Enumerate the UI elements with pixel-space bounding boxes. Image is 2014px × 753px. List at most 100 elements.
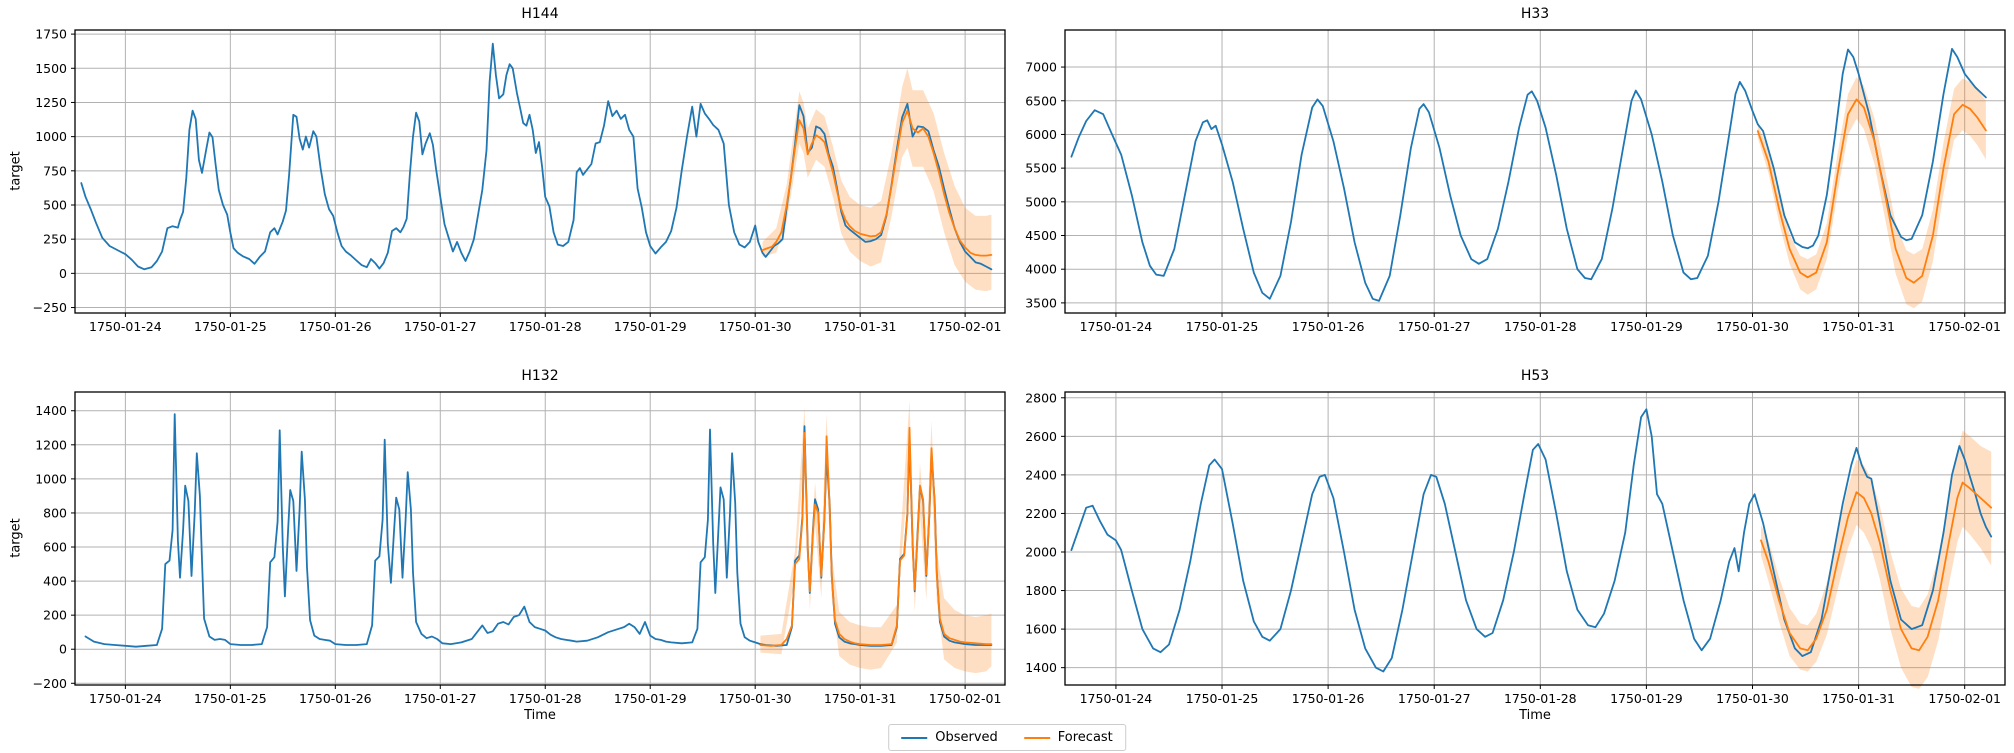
y-tick-label: 5000 — [1025, 194, 1057, 209]
x-tick-label: 1750-01-28 — [509, 319, 582, 334]
x-tick-label: 1750-01-27 — [1398, 319, 1471, 334]
y-tick-label: 500 — [43, 197, 67, 212]
y-tick-label: 1750 — [35, 27, 67, 42]
grid-h33 — [1065, 30, 2005, 313]
x-tick-label: 1750-01-28 — [1504, 691, 1577, 706]
y-tick-label: 1400 — [35, 403, 67, 418]
y-tick-label: 5500 — [1025, 161, 1057, 176]
axes-frame-h33 — [1064, 29, 2006, 314]
x-tick-label: 1750-01-26 — [1292, 319, 1365, 334]
grid-h132 — [75, 392, 1005, 685]
y-axis-label-h144: target — [8, 151, 24, 191]
y-tick-label: 7000 — [1025, 60, 1057, 75]
x-tick-label: 1750-01-29 — [1610, 319, 1683, 334]
x-tick-label: 1750-01-28 — [1504, 319, 1577, 334]
observed-line-h33 — [1070, 48, 1987, 302]
forecast-line-h53 — [1760, 481, 1993, 652]
y-tick-label: 2600 — [1025, 429, 1057, 444]
x-tick-label: 1750-01-27 — [404, 691, 477, 706]
x-tick-label: 1750-01-31 — [824, 319, 897, 334]
x-tick-label: 1750-01-24 — [1080, 691, 1153, 706]
y-tick-label: 1400 — [1025, 660, 1057, 675]
y-tick-label: 4000 — [1025, 262, 1057, 277]
x-tick-label: 1750-01-31 — [1822, 691, 1895, 706]
x-tick-label: 1750-01-25 — [1186, 691, 1259, 706]
y-tick-label: 750 — [43, 163, 67, 178]
y-tick-label: 800 — [43, 505, 67, 520]
forecast-band-h144 — [762, 68, 992, 292]
x-tick-label: 1750-01-26 — [299, 319, 372, 334]
legend: Observed Forecast — [888, 724, 1126, 751]
y-tick-label: 1500 — [35, 61, 67, 76]
y-tick-label: 3500 — [1025, 295, 1057, 310]
x-tick-label: 1750-02-01 — [929, 319, 1002, 334]
grid-h53 — [1065, 392, 2005, 685]
y-tick-label: 1000 — [35, 471, 67, 486]
axes-frame-h144 — [74, 29, 1006, 314]
axes-frame-h53 — [1064, 391, 2006, 686]
forecast-line-h144 — [761, 109, 993, 257]
x-tick-label: 1750-01-27 — [404, 319, 477, 334]
forecast-line-h132 — [759, 426, 993, 647]
y-tick-label: 0 — [59, 642, 67, 657]
y-tick-label: −200 — [33, 676, 67, 691]
subplot-h33: 1750-01-24 1750-01-25 1750-01-26 1750-01-27… — [1025, 29, 2006, 334]
y-tick-label: 6500 — [1025, 93, 1057, 108]
subplot-h132: 1750-01-24 1750-01-25 1750-01-26 1750-01-27… — [33, 391, 1006, 706]
legend-item-observed: Observed — [901, 730, 998, 745]
y-tick-label: 600 — [43, 540, 67, 555]
y-tick-label: 2800 — [1025, 390, 1057, 405]
y-tick-label: 1800 — [1025, 583, 1057, 598]
x-tick-label: 1750-01-28 — [509, 691, 582, 706]
forecast-band-h53 — [1761, 430, 1992, 689]
y-tick-label: 0 — [59, 266, 67, 281]
y-tick-label: 400 — [43, 574, 67, 589]
x-tick-label: 1750-01-29 — [614, 319, 687, 334]
forecast-band-h132 — [760, 400, 992, 674]
x-tick-label: 1750-02-01 — [929, 691, 1002, 706]
x-axis-label-h132: Time — [524, 708, 556, 723]
y-tick-label: −250 — [33, 300, 67, 315]
y-tick-label: 2000 — [1025, 544, 1057, 559]
subplot-title-h53: H53 — [1520, 368, 1550, 384]
y-tick-label: 1200 — [35, 437, 67, 452]
y-tick-label: 2400 — [1025, 467, 1057, 482]
subplot-title-h33: H33 — [1520, 6, 1550, 22]
x-tick-label: 1750-01-30 — [719, 319, 792, 334]
x-tick-label: 1750-01-30 — [1716, 319, 1789, 334]
x-tick-label: 1750-01-24 — [89, 319, 162, 334]
y-tick-label: 1000 — [35, 129, 67, 144]
axes-frame-h132 — [74, 391, 1006, 686]
y-axis-label-h132: target — [8, 518, 24, 558]
observed-line-h53 — [1070, 408, 1993, 673]
x-tick-label: 1750-01-25 — [1186, 319, 1259, 334]
observed-line-h144 — [80, 42, 993, 271]
subplot-h144: 1750-01-24 1750-01-25 1750-01-26 1750-01-27… — [33, 27, 1006, 334]
y-tick-label: 250 — [43, 232, 67, 247]
x-tick-label: 1750-01-30 — [1716, 691, 1789, 706]
observed-line-swatch — [901, 736, 928, 739]
x-tick-label: 1750-01-31 — [824, 691, 897, 706]
y-tick-label: 4500 — [1025, 228, 1057, 243]
y-tick-label: 1600 — [1025, 622, 1057, 637]
x-axis-label-h53: Time — [1519, 708, 1551, 723]
y-tick-label: 6000 — [1025, 127, 1057, 142]
x-tick-label: 1750-01-25 — [194, 691, 267, 706]
x-tick-label: 1750-01-29 — [1610, 691, 1683, 706]
subplot-title-h132: H132 — [521, 368, 559, 384]
x-tick-label: 1750-01-31 — [1822, 319, 1895, 334]
forecast-line-swatch — [1023, 736, 1050, 739]
x-tick-label: 1750-02-01 — [1928, 691, 2001, 706]
x-tick-label: 1750-01-29 — [614, 691, 687, 706]
y-tick-label: 1250 — [35, 95, 67, 110]
subplot-h53: 1750-01-24 1750-01-25 1750-01-26 1750-01-27… — [1025, 390, 2006, 706]
forecast-line-h33 — [1756, 98, 1987, 284]
forecast-band-h33 — [1757, 77, 1986, 309]
y-tick-label: 200 — [43, 608, 67, 623]
x-tick-label: 1750-02-01 — [1928, 319, 2001, 334]
x-tick-label: 1750-01-27 — [1398, 691, 1471, 706]
x-tick-label: 1750-01-26 — [1292, 691, 1365, 706]
x-tick-label: 1750-01-30 — [719, 691, 792, 706]
